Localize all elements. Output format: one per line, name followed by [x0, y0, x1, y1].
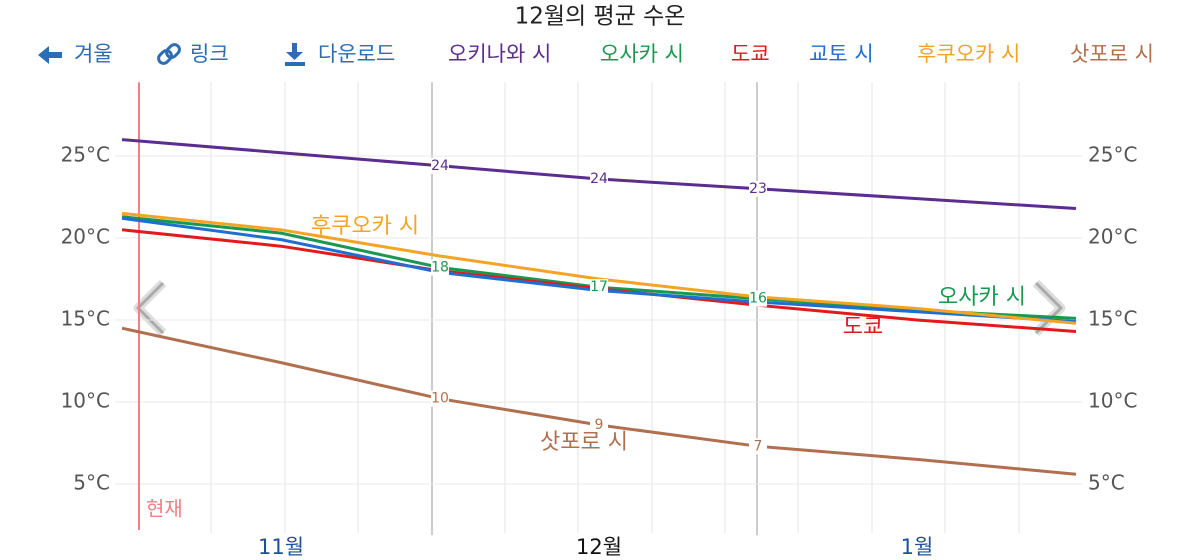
value-label: 23 — [749, 181, 767, 197]
legend-entry[interactable]: 오키나와 시 — [448, 42, 551, 66]
legend-entry[interactable]: 도쿄 — [731, 42, 770, 66]
y-tick-label-right: 20°C — [1088, 225, 1137, 249]
prev-arrow[interactable] — [133, 279, 167, 337]
value-label-bg — [431, 157, 449, 174]
back-button[interactable]: 겨울 — [74, 42, 113, 66]
y-tick-label: 25°C — [61, 143, 110, 167]
y-tick-label-right: 5°C — [1088, 471, 1125, 495]
y-tick-label-right: 10°C — [1088, 389, 1137, 413]
y-tick-label-right: 15°C — [1088, 307, 1137, 331]
back-icon[interactable] — [38, 46, 62, 64]
link-icon[interactable] — [157, 43, 182, 66]
value-label-bg — [590, 279, 608, 296]
value-label-bg — [590, 170, 608, 187]
value-label: 16 — [749, 291, 767, 307]
next-arrow[interactable] — [1032, 279, 1066, 337]
download-button[interactable]: 다운로드 — [318, 42, 395, 66]
value-label: 24 — [590, 171, 608, 187]
series-annotation: 삿포로 시 — [540, 430, 628, 455]
now-label: 현재 — [146, 497, 183, 521]
value-label: 17 — [590, 279, 608, 295]
next-arrow-edge — [1034, 281, 1063, 335]
toolbar: 겨울 링크 다운로드 — [38, 42, 395, 66]
link-button[interactable]: 링크 — [190, 42, 229, 66]
y-tick-label: 10°C — [61, 389, 110, 413]
legend-entry[interactable]: 오사카 시 — [600, 42, 684, 66]
chart-title: 12월의 평균 수온 — [515, 4, 686, 30]
value-label: 9 — [595, 417, 604, 433]
legend-entry[interactable]: 삿포로 시 — [1070, 42, 1154, 66]
x-tick-label: 12월 — [576, 535, 622, 559]
series-line — [121, 216, 1077, 324]
series-line — [121, 211, 1077, 325]
legend-entry[interactable]: 교토 시 — [809, 42, 874, 66]
y-tick-label: 5°C — [73, 471, 110, 495]
y-tick-label: 20°C — [61, 225, 110, 249]
value-label-bg — [749, 438, 767, 455]
value-label-bg — [749, 290, 767, 307]
value-label: 10 — [431, 391, 449, 407]
value-label-bg — [590, 416, 608, 433]
value-label-bg — [749, 180, 767, 197]
legend-entry[interactable]: 후쿠오카 시 — [917, 42, 1020, 66]
series-annotation: 후쿠오카 시 — [311, 214, 419, 239]
series-annotation: 오사카 시 — [938, 285, 1026, 310]
x-tick-label: 1월 — [901, 535, 934, 559]
y-tick-label: 15°C — [61, 307, 110, 331]
value-label: 24 — [431, 158, 449, 174]
y-tick-label-right: 25°C — [1088, 143, 1137, 167]
value-label-bg — [431, 259, 449, 276]
x-tick-label: 11월 — [258, 535, 304, 559]
value-label-bg — [431, 390, 449, 407]
value-label: 18 — [431, 260, 449, 276]
series-annotation: 도쿄 — [843, 315, 883, 340]
series-line — [121, 215, 1077, 320]
download-icon[interactable] — [285, 43, 305, 66]
value-label: 7 — [754, 438, 763, 454]
plot-area — [115, 82, 1082, 536]
